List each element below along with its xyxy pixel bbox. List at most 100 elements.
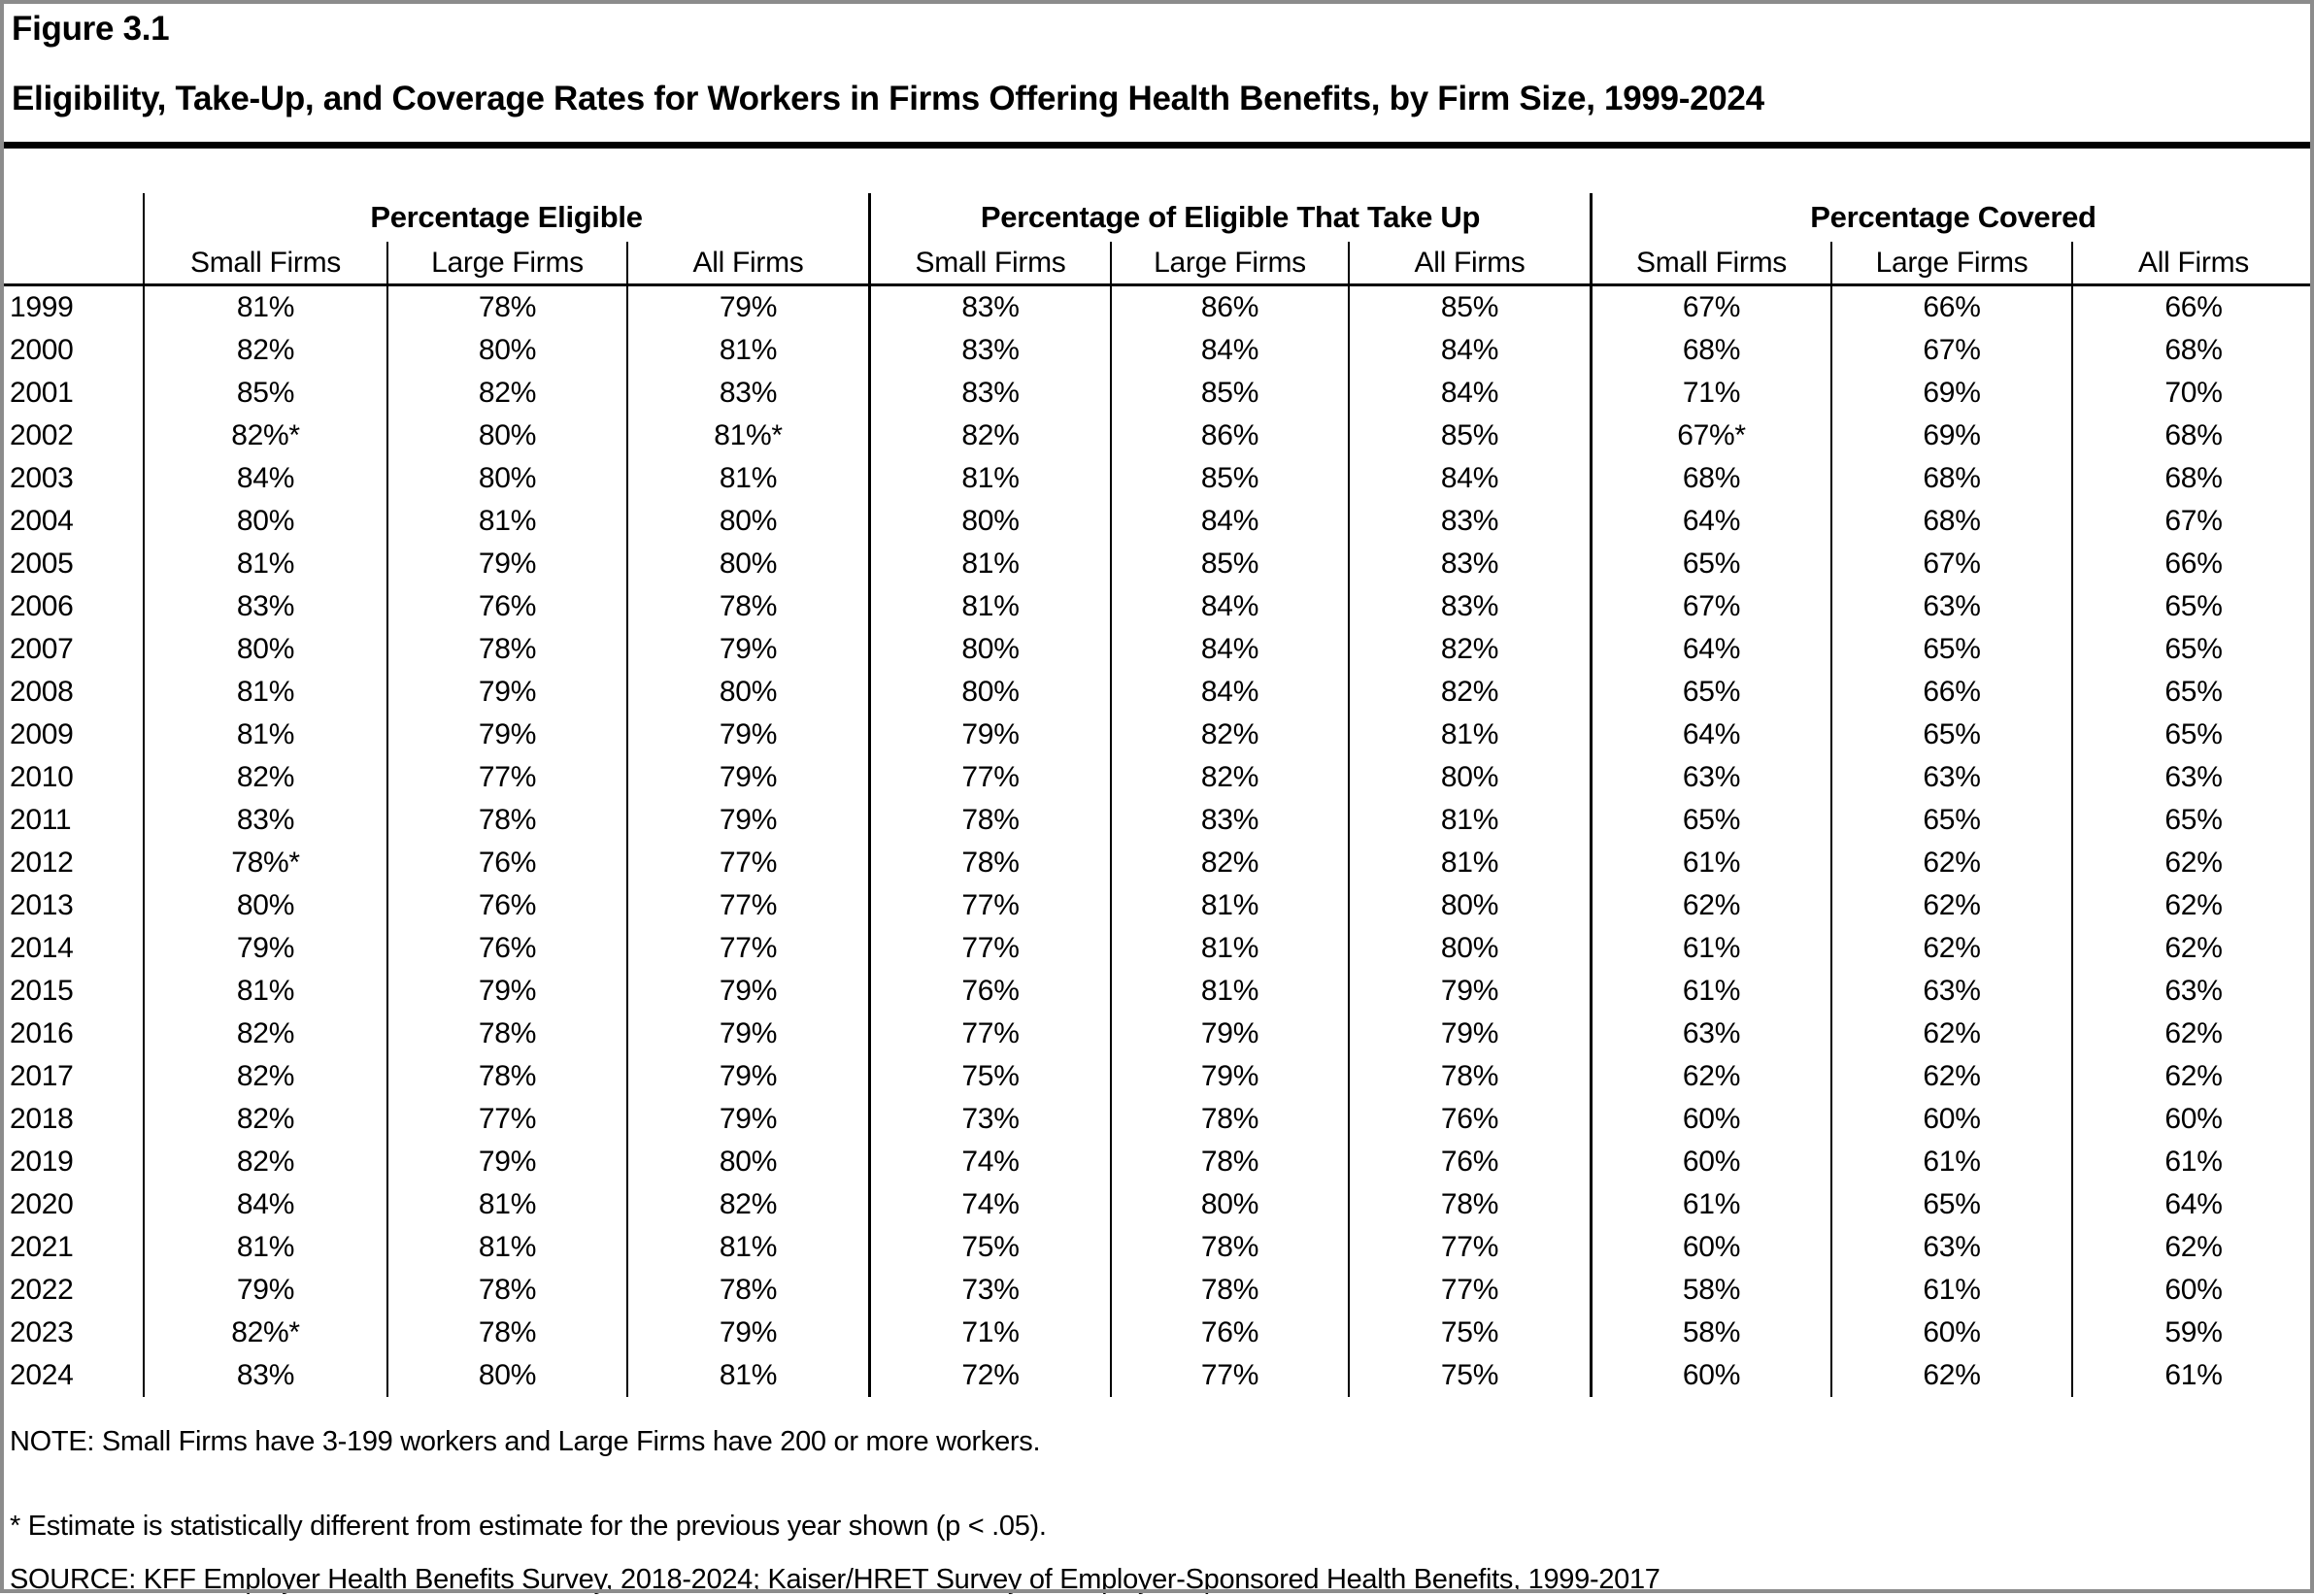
value-cell: 76% xyxy=(386,884,626,927)
column-header: All Firms xyxy=(1348,242,1590,286)
value-cell: 64% xyxy=(1590,714,1830,756)
value-cell: 79% xyxy=(626,1013,868,1055)
group-header-row: Percentage Eligible Percentage of Eligib… xyxy=(0,193,2314,242)
column-header: Small Firms xyxy=(143,242,386,286)
value-cell: 65% xyxy=(2071,585,2314,628)
value-cell: 63% xyxy=(2071,970,2314,1013)
value-cell: 64% xyxy=(1590,628,1830,671)
value-cell: 70% xyxy=(2071,372,2314,415)
value-cell: 82% xyxy=(143,1055,386,1098)
value-cell: 74% xyxy=(868,1183,1110,1226)
table-row: 2017 82% 78% 79% 75% 79% 78% 62% 62% 62% xyxy=(0,1055,2314,1098)
value-cell: 63% xyxy=(2071,756,2314,799)
value-cell: 79% xyxy=(626,799,868,842)
year-label: 2012 xyxy=(10,847,74,879)
column-header: All Firms xyxy=(2071,242,2314,286)
value-cell: 65% xyxy=(1590,671,1830,714)
value-cell: 80% xyxy=(143,628,386,671)
year-label: 2009 xyxy=(10,718,74,750)
value-cell: 73% xyxy=(868,1269,1110,1312)
value-cell: 67% xyxy=(2071,500,2314,543)
value-cell: 85% xyxy=(1110,457,1348,500)
table-row: 2006 83% 76% 78% 81% 84% 83% 67% 63% 65% xyxy=(0,585,2314,628)
value-cell: 84% xyxy=(143,1183,386,1226)
value-cell: 60% xyxy=(1590,1354,1830,1397)
value-cell: 73% xyxy=(868,1098,1110,1141)
value-cell: 65% xyxy=(2071,799,2314,842)
value-cell: 84% xyxy=(143,457,386,500)
value-cell: 80% xyxy=(143,500,386,543)
value-cell: 85% xyxy=(1110,372,1348,415)
value-cell: 77% xyxy=(1348,1226,1590,1269)
year-label: 2010 xyxy=(10,761,74,793)
year-label: 2020 xyxy=(10,1188,74,1220)
value-cell: 76% xyxy=(1348,1141,1590,1183)
value-cell: 82% xyxy=(143,1098,386,1141)
note-text: NOTE: Small Firms have 3-199 workers and… xyxy=(10,1426,1041,1457)
value-cell: 81% xyxy=(626,329,868,372)
value-cell: 59% xyxy=(2071,1312,2314,1354)
value-cell: 63% xyxy=(1590,756,1830,799)
source-text: SOURCE: KFF Employer Health Benefits Sur… xyxy=(10,1564,1660,1595)
table-row: 2008 81% 79% 80% 80% 84% 82% 65% 66% 65% xyxy=(0,671,2314,714)
value-cell: 65% xyxy=(1590,799,1830,842)
value-cell: 78% xyxy=(1348,1055,1590,1098)
column-header: All Firms xyxy=(626,242,868,286)
value-cell: 81% xyxy=(868,457,1110,500)
value-cell: 82% xyxy=(626,1183,868,1226)
table-row: 2001 85% 82% 83% 83% 85% 84% 71% 69% 70% xyxy=(0,372,2314,415)
year-label: 2007 xyxy=(10,633,74,665)
value-cell: 81% xyxy=(1348,799,1590,842)
value-cell: 83% xyxy=(1348,585,1590,628)
year-label: 2006 xyxy=(10,590,74,622)
value-cell: 80% xyxy=(386,457,626,500)
value-cell: 85% xyxy=(1348,415,1590,457)
value-cell: 81% xyxy=(143,286,386,329)
value-cell: 79% xyxy=(868,714,1110,756)
value-cell: 79% xyxy=(1348,1013,1590,1055)
year-label: 2024 xyxy=(10,1359,74,1391)
value-cell: 65% xyxy=(1590,543,1830,585)
value-cell: 82% xyxy=(386,372,626,415)
value-cell: 76% xyxy=(868,970,1110,1013)
value-cell: 78% xyxy=(386,1312,626,1354)
year-label: 2019 xyxy=(10,1146,74,1178)
value-cell: 76% xyxy=(386,585,626,628)
value-cell: 81% xyxy=(868,543,1110,585)
value-cell: 62% xyxy=(1830,884,2071,927)
value-cell: 78% xyxy=(1110,1141,1348,1183)
value-cell: 81% xyxy=(1110,927,1348,970)
value-cell: 79% xyxy=(1110,1013,1348,1055)
value-cell: 62% xyxy=(1830,1013,2071,1055)
table-row: 2014 79% 76% 77% 77% 81% 80% 61% 62% 62% xyxy=(0,927,2314,970)
value-cell: 58% xyxy=(1590,1312,1830,1354)
value-cell: 62% xyxy=(1590,884,1830,927)
value-cell: 77% xyxy=(868,884,1110,927)
table-row: 2018 82% 77% 79% 73% 78% 76% 60% 60% 60% xyxy=(0,1098,2314,1141)
value-cell: 62% xyxy=(2071,1226,2314,1269)
value-cell: 60% xyxy=(1590,1226,1830,1269)
value-cell: 78% xyxy=(868,799,1110,842)
value-cell: 83% xyxy=(626,372,868,415)
value-cell: 66% xyxy=(1830,671,2071,714)
table-row: 2005 81% 79% 80% 81% 85% 83% 65% 67% 66% xyxy=(0,543,2314,585)
value-cell: 80% xyxy=(626,500,868,543)
value-cell: 79% xyxy=(386,671,626,714)
year-label: 2000 xyxy=(10,334,74,366)
value-cell: 79% xyxy=(626,1055,868,1098)
value-cell: 79% xyxy=(626,1098,868,1141)
group-header-percentage-covered: Percentage Covered xyxy=(1590,193,2314,242)
value-cell: 78% xyxy=(386,1269,626,1312)
table-row: 2012 78%* 76% 77% 78% 82% 81% 61% 62% 62% xyxy=(0,842,2314,884)
value-cell: 82% xyxy=(143,1141,386,1183)
value-cell: 76% xyxy=(386,842,626,884)
value-cell: 78% xyxy=(386,286,626,329)
value-cell: 77% xyxy=(386,1098,626,1141)
year-label: 2003 xyxy=(10,462,74,494)
table-row: 2020 84% 81% 82% 74% 80% 78% 61% 65% 64% xyxy=(0,1183,2314,1226)
value-cell: 68% xyxy=(1830,457,2071,500)
value-cell: 83% xyxy=(868,286,1110,329)
value-cell: 61% xyxy=(2071,1354,2314,1397)
value-cell: 81% xyxy=(626,457,868,500)
table-row: 2021 81% 81% 81% 75% 78% 77% 60% 63% 62% xyxy=(0,1226,2314,1269)
